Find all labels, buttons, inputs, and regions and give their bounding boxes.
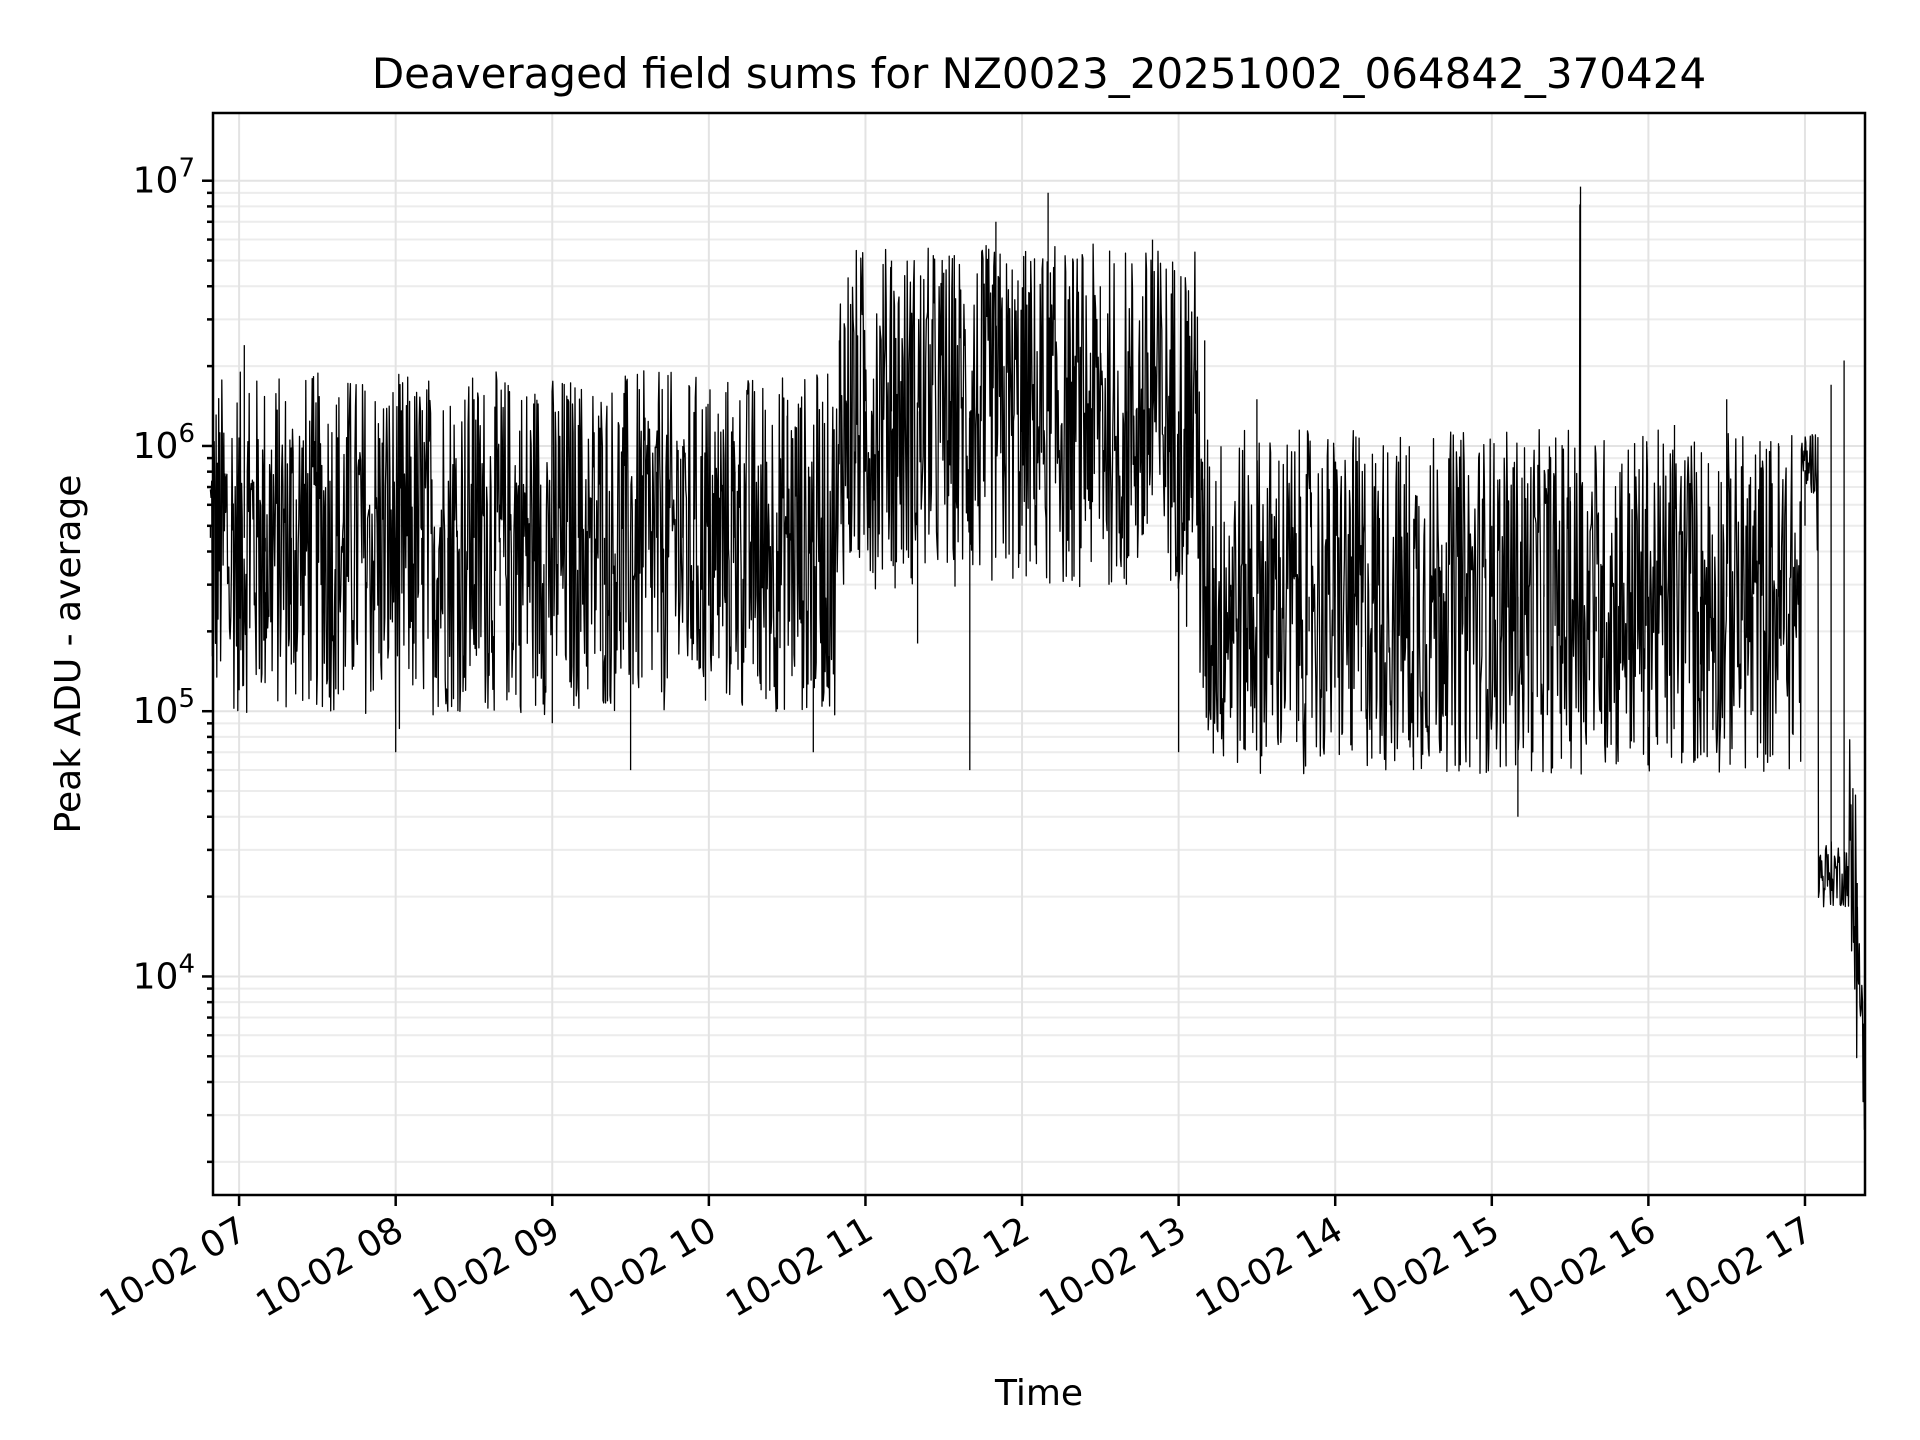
x-tick-label: 10-02 07 — [93, 1209, 254, 1325]
x-tick-label: 10-02 09 — [406, 1209, 567, 1325]
x-tick-label: 10-02 12 — [876, 1209, 1037, 1325]
x-tick-label: 10-02 13 — [1032, 1209, 1193, 1325]
x-tick-label: 10-02 08 — [250, 1209, 411, 1325]
y-axis: 104 105 106 107 — [133, 154, 213, 1164]
y-tick-label: 107 — [133, 154, 195, 202]
y-tick-label: 106 — [133, 419, 195, 467]
series-line — [209, 186, 1866, 1131]
plot-frame — [211, 111, 1867, 1197]
y-tick-label: 105 — [133, 684, 195, 732]
x-axis-label: Time — [994, 1373, 1083, 1414]
x-tick-label: 10-02 16 — [1502, 1209, 1663, 1325]
x-tick-label: 10-02 10 — [563, 1209, 724, 1325]
chart-title: Deaveraged field sums for NZ0023_2025100… — [372, 49, 1706, 98]
y-tick-label: 104 — [133, 949, 195, 997]
x-tick-label: 10-02 17 — [1659, 1209, 1820, 1325]
x-tick-label: 10-02 11 — [719, 1209, 880, 1325]
x-tick-label: 10-02 14 — [1189, 1209, 1350, 1325]
y-axis-label: Peak ADU - average — [48, 475, 89, 834]
grid — [213, 113, 1865, 1195]
x-tick-label: 10-02 15 — [1346, 1209, 1507, 1325]
